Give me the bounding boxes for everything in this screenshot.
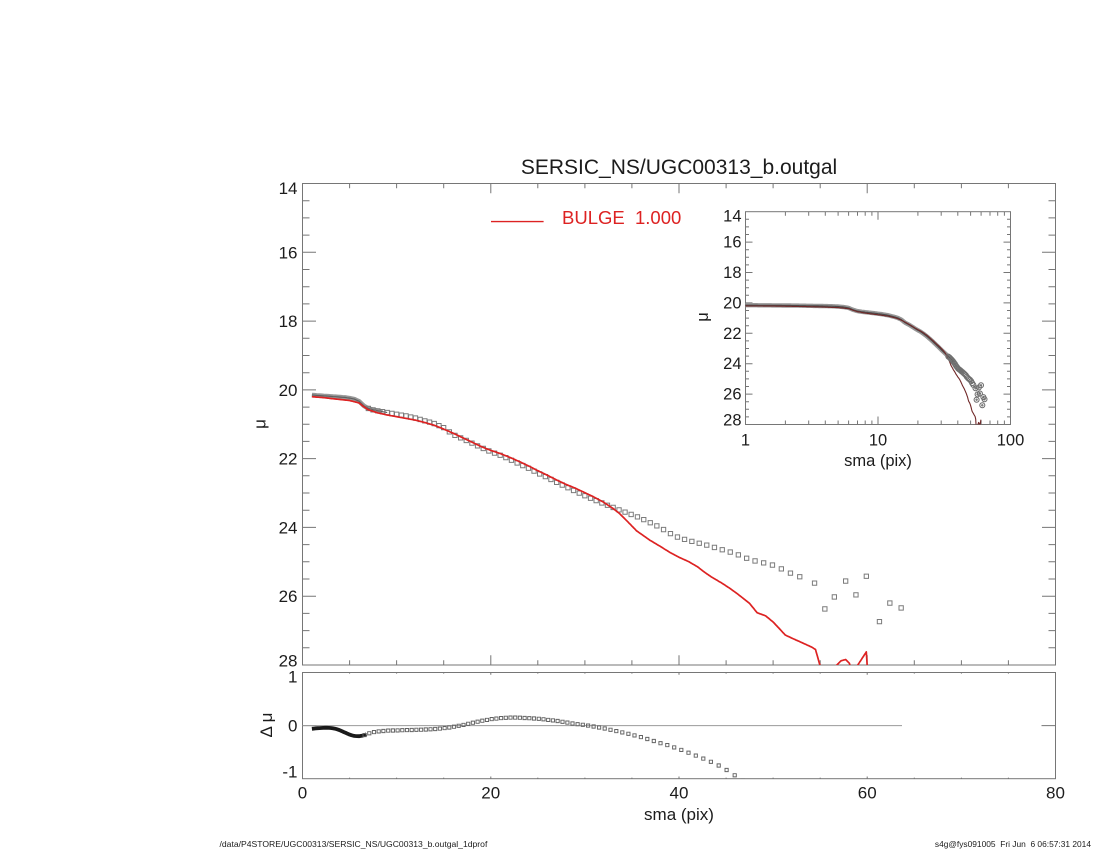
svg-text:60: 60	[858, 784, 877, 803]
svg-text:14: 14	[279, 179, 298, 198]
svg-text:Δ μ: Δ μ	[257, 713, 276, 738]
svg-text:16: 16	[723, 234, 741, 252]
svg-text:16: 16	[279, 243, 298, 262]
svg-text:20: 20	[723, 294, 741, 312]
svg-text:80: 80	[1046, 784, 1065, 803]
svg-text:SERSIC_NS/UGC00313_b.outgal: SERSIC_NS/UGC00313_b.outgal	[521, 156, 837, 179]
svg-text:1: 1	[288, 667, 297, 686]
svg-text:100: 100	[997, 432, 1025, 450]
svg-text:26: 26	[723, 386, 741, 404]
svg-text:20: 20	[481, 784, 500, 803]
svg-text:26: 26	[279, 587, 298, 606]
svg-text:-1: -1	[282, 763, 297, 782]
svg-text:18: 18	[279, 312, 298, 331]
svg-text:28: 28	[723, 412, 741, 430]
svg-text:24: 24	[723, 355, 741, 373]
svg-text:20: 20	[279, 381, 298, 400]
svg-text:14: 14	[723, 208, 741, 226]
svg-text:BULGE 1.000: BULGE 1.000	[562, 207, 681, 228]
svg-text:/data/P4STORE/UGC00313/SERSIC_: /data/P4STORE/UGC00313/SERSIC_NS/UGC0031…	[220, 839, 488, 849]
svg-text:22: 22	[279, 450, 298, 469]
svg-text:1: 1	[741, 432, 750, 450]
svg-text:18: 18	[723, 264, 741, 282]
svg-text:24: 24	[279, 518, 298, 537]
svg-text:sma (pix): sma (pix)	[644, 805, 714, 824]
svg-text:10: 10	[869, 432, 887, 450]
svg-text:μ: μ	[251, 419, 270, 429]
svg-text:sma (pix): sma (pix)	[844, 452, 912, 470]
svg-text:s4g@fys091005 Fri Jun 6 06:5: s4g@fys091005 Fri Jun 6 06:57:31 2014	[935, 839, 1091, 849]
svg-text:μ: μ	[694, 312, 712, 322]
svg-text:28: 28	[279, 652, 298, 671]
svg-text:40: 40	[670, 784, 689, 803]
svg-text:0: 0	[288, 717, 297, 736]
svg-text:22: 22	[723, 325, 741, 343]
svg-text:0: 0	[298, 784, 307, 803]
